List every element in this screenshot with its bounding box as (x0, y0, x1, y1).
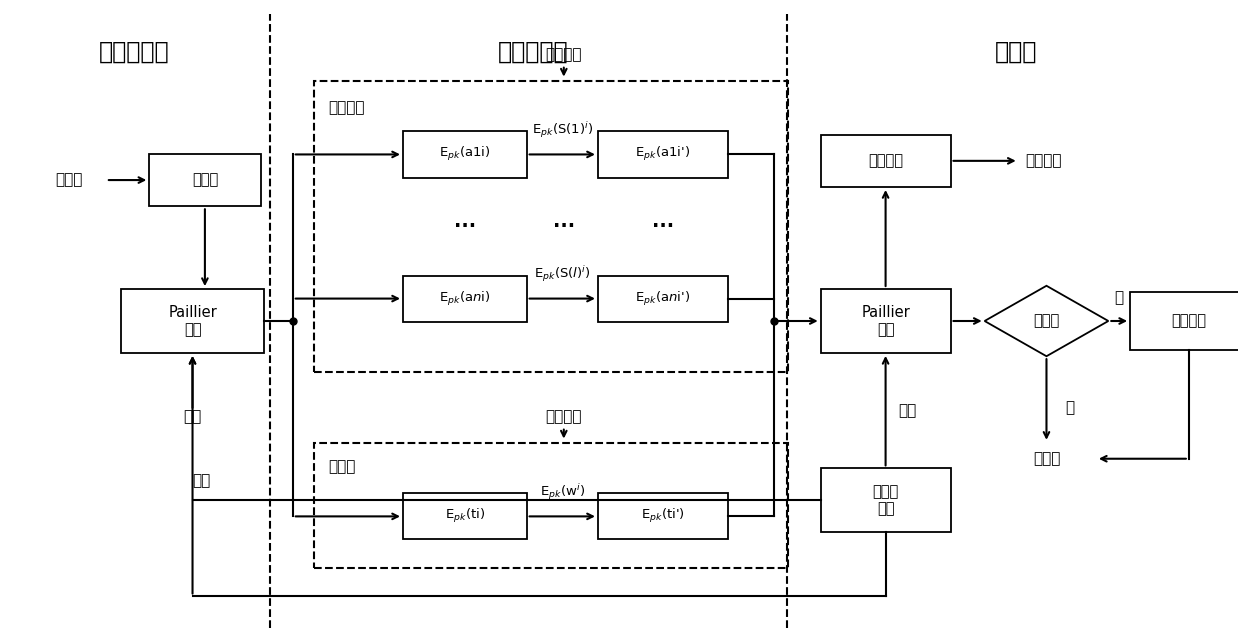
Text: E$_{pk}$(w$^{i}$): E$_{pk}$(w$^{i}$) (540, 482, 585, 502)
Text: 原图像: 原图像 (55, 173, 83, 187)
Text: 恢复图像: 恢复图像 (1171, 313, 1207, 329)
Text: 公钥: 公钥 (183, 410, 202, 424)
Text: 数据隐藏者: 数据隐藏者 (498, 40, 569, 64)
FancyBboxPatch shape (820, 469, 950, 532)
Text: E$_{pk}$(a$n$i): E$_{pk}$(a$n$i) (439, 290, 491, 308)
Text: ···: ··· (453, 217, 476, 236)
Text: E$_{pk}$(S($l$)$^{i}$): E$_{pk}$(S($l$)$^{i}$) (534, 265, 591, 284)
Text: Paillier
加密: Paillier 加密 (169, 305, 217, 337)
Text: 接收者: 接收者 (995, 40, 1037, 64)
Text: E$_{pk}$(ti): E$_{pk}$(ti) (445, 507, 484, 525)
Text: 秘密信息: 秘密信息 (545, 48, 582, 63)
Text: E$_{pk}$(a1i'): E$_{pk}$(a1i') (636, 146, 690, 164)
FancyBboxPatch shape (403, 132, 527, 177)
Text: 值扩展: 值扩展 (1033, 313, 1059, 329)
Text: 公私钥
生成: 公私钥 生成 (872, 484, 898, 517)
FancyBboxPatch shape (403, 493, 527, 539)
Text: 秘密信息: 秘密信息 (1025, 153, 1062, 168)
Text: 码分复用: 码分复用 (328, 100, 366, 115)
Text: E$_{pk}$(a$n$i'): E$_{pk}$(a$n$i') (636, 290, 690, 308)
Polygon shape (985, 286, 1109, 356)
Text: 预处理: 预处理 (192, 173, 218, 187)
FancyBboxPatch shape (820, 135, 950, 187)
FancyBboxPatch shape (1130, 292, 1239, 350)
Text: 值扩展: 值扩展 (328, 459, 356, 474)
FancyBboxPatch shape (149, 154, 260, 206)
Text: E$_{pk}$(ti'): E$_{pk}$(ti') (641, 507, 685, 525)
Text: ···: ··· (652, 217, 674, 236)
Text: 是: 是 (1115, 290, 1124, 305)
Text: 数据提取: 数据提取 (869, 153, 903, 168)
Text: 图像拥有者: 图像拥有者 (99, 40, 170, 64)
Text: E$_{pk}$(a1i): E$_{pk}$(a1i) (439, 146, 491, 164)
Text: 否: 否 (1066, 400, 1074, 415)
Text: E$_{pk}$(S(1)$^{i}$): E$_{pk}$(S(1)$^{i}$) (532, 121, 593, 141)
Text: 秘密信息: 秘密信息 (545, 410, 582, 424)
FancyBboxPatch shape (820, 289, 950, 353)
FancyBboxPatch shape (598, 493, 727, 539)
FancyBboxPatch shape (121, 289, 264, 353)
FancyBboxPatch shape (598, 275, 727, 322)
FancyBboxPatch shape (598, 132, 727, 177)
Text: Paillier
解密: Paillier 解密 (861, 305, 909, 337)
Text: 公钥: 公钥 (192, 474, 211, 489)
Text: 原图像: 原图像 (1033, 451, 1061, 466)
Text: ···: ··· (553, 217, 575, 236)
FancyBboxPatch shape (403, 275, 527, 322)
Text: 私钥: 私钥 (898, 403, 916, 418)
